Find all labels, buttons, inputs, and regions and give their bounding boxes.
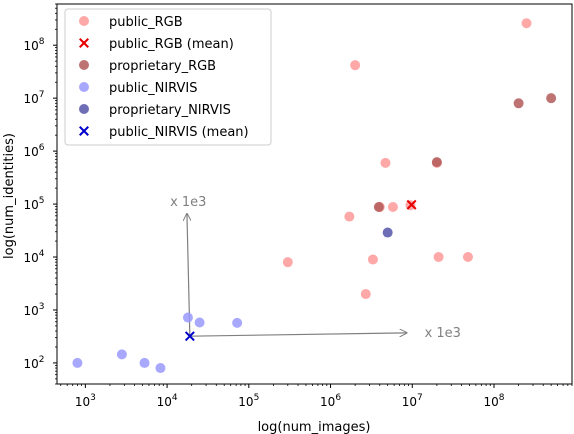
legend-marker: [79, 82, 89, 92]
legend-entry: public_RGB (mean): [109, 37, 234, 52]
data-point: [382, 227, 393, 238]
data-point: [184, 331, 195, 342]
data-point: [521, 18, 532, 29]
y-tick-label: 106: [23, 143, 44, 159]
data-point: [360, 289, 371, 300]
data-point: [373, 202, 384, 213]
x-axis-label: log(num_images): [258, 420, 371, 434]
y-tick-label: 108: [23, 37, 44, 53]
data-points: [72, 18, 557, 374]
annotation-label: x 1e3: [425, 326, 461, 341]
legend-marker: [79, 16, 89, 26]
x-tick-label: 108: [483, 393, 504, 409]
legend-marker: [79, 60, 89, 70]
data-point: [350, 60, 361, 71]
axis-ticks: 103 104 105 106 107 108 102 103 104 105 106 107 108: [23, 3, 573, 409]
data-point: [72, 357, 83, 368]
x-tick-label: 104: [157, 393, 178, 409]
y-tick-label: 102: [23, 355, 44, 371]
series-public-nirvis-mean-: [184, 331, 195, 342]
plot-area: [56, 3, 573, 385]
data-point: [232, 317, 243, 328]
legend-box: [64, 8, 272, 146]
data-point: [116, 349, 127, 360]
legend-entry: public_NIRVIS: [109, 81, 197, 96]
data-point: [344, 211, 355, 222]
data-point: [546, 93, 557, 104]
series-proprietary-rgb: [373, 93, 557, 213]
y-tick-label: 103: [23, 302, 44, 318]
data-point: [406, 199, 417, 210]
data-point: [155, 363, 166, 374]
data-point: [380, 157, 391, 168]
x-tick-label: 106: [320, 393, 341, 409]
series-public-rgb: [282, 18, 532, 300]
plot-frame: [56, 3, 573, 385]
annotation-arrow: [189, 333, 407, 336]
data-point: [282, 257, 293, 268]
y-axis-label: log(num_identities): [2, 133, 17, 259]
y-tick-label: 107: [23, 90, 44, 106]
data-point: [431, 157, 442, 168]
legend-marker: [79, 104, 89, 114]
y-tick-label: 105: [23, 196, 44, 212]
data-point: [433, 252, 444, 263]
legend-entry: public_NIRVIS (mean): [109, 125, 249, 140]
x-tick-label: 105: [238, 393, 259, 409]
x-tick-label: 103: [75, 393, 96, 409]
series-public-nirvis: [72, 312, 243, 374]
annotation-label: x 1e3: [170, 195, 206, 210]
y-tick-label: 104: [23, 249, 44, 265]
data-point: [139, 357, 150, 368]
data-point: [367, 254, 378, 265]
series-proprietary-nirvis: [382, 227, 393, 238]
legend-marker: [79, 126, 89, 136]
legend-marker: [79, 38, 89, 48]
data-point: [462, 252, 473, 263]
data-point: [513, 98, 524, 109]
data-point: [194, 317, 205, 328]
data-point: [387, 202, 398, 213]
legend-entry: proprietary_NIRVIS: [109, 103, 231, 118]
x-tick-label: 107: [402, 393, 423, 409]
legend-entry: proprietary_RGB: [109, 59, 216, 74]
series-public-rgb-mean-: [406, 199, 417, 210]
legend-entry: public_RGB: [109, 15, 183, 30]
legend: public_RGB public_RGB (mean) proprietary_R…: [64, 8, 272, 146]
annotations: x 1e3 x 1e3: [170, 195, 461, 341]
data-point: [182, 312, 193, 323]
